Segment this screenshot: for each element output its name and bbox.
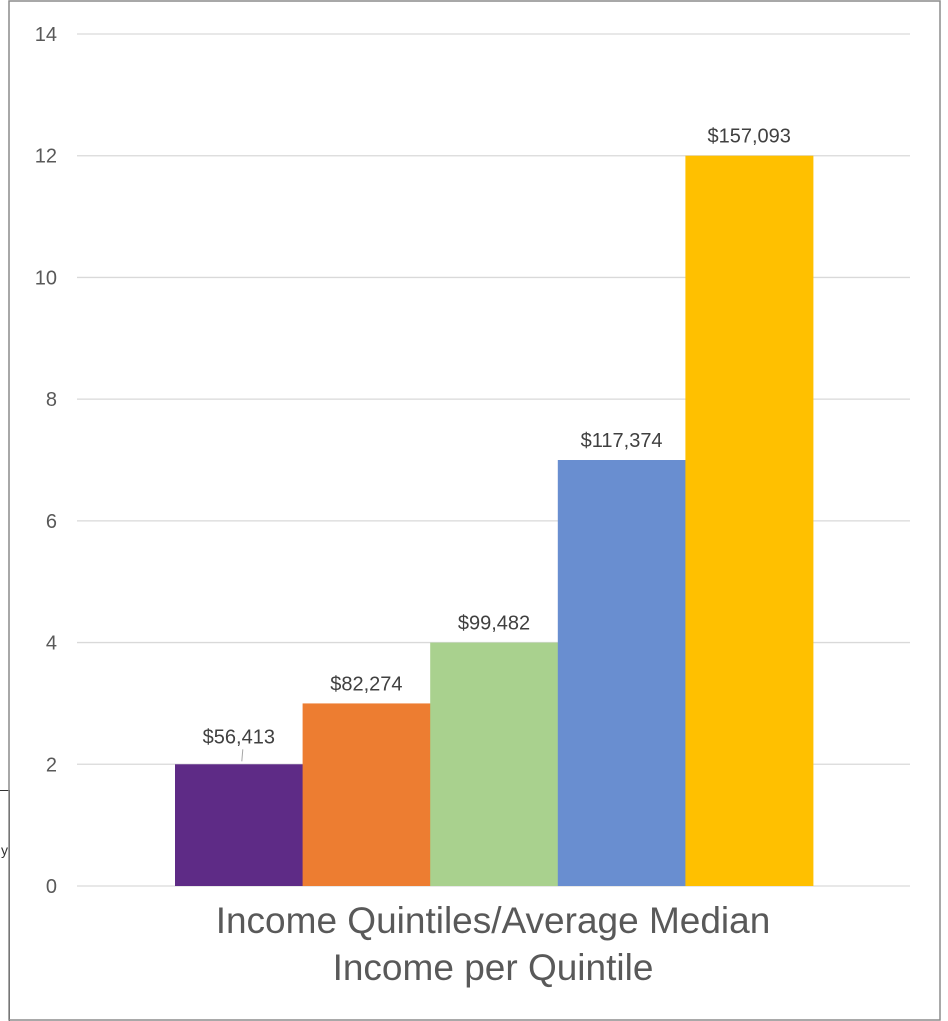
chart-border — [8, 0, 941, 1021]
bar-data-label: $99,482 — [458, 613, 530, 635]
bar — [175, 764, 303, 886]
bar — [430, 642, 559, 886]
y-tick-label: 0 — [46, 876, 57, 898]
y-tick-label: 4 — [46, 633, 57, 655]
bar-data-label: $157,093 — [707, 126, 790, 148]
y-tick-label: 2 — [46, 754, 57, 776]
bars — [175, 155, 814, 886]
x-axis-title-line: Income per Quintile — [333, 947, 654, 988]
background-window-glyph: y — [1, 842, 8, 858]
bar-data-label: $82,274 — [330, 673, 402, 695]
y-tick-label: 10 — [35, 267, 57, 289]
bar — [685, 155, 814, 886]
y-axis-tick-labels: 0 2 4 6 8 10 12 14 — [35, 24, 57, 898]
data-labels: $56,413 $82,274 $99,482 $117,374 $157,093 — [203, 126, 791, 762]
bar-data-label: $117,374 — [581, 430, 663, 452]
y-tick-label: 12 — [35, 146, 57, 168]
x-axis-title-line: Income Quintiles/Average Median — [216, 900, 771, 941]
bar — [302, 703, 431, 886]
bar — [557, 460, 686, 886]
x-axis-title: Income Quintiles/Average Median Income pe… — [216, 900, 771, 988]
data-label-leader — [241, 749, 244, 762]
bar-data-label: $56,413 — [203, 726, 275, 748]
y-tick-label: 8 — [46, 389, 57, 411]
y-tick-label: 14 — [35, 24, 57, 46]
y-tick-label: 6 — [46, 511, 57, 533]
